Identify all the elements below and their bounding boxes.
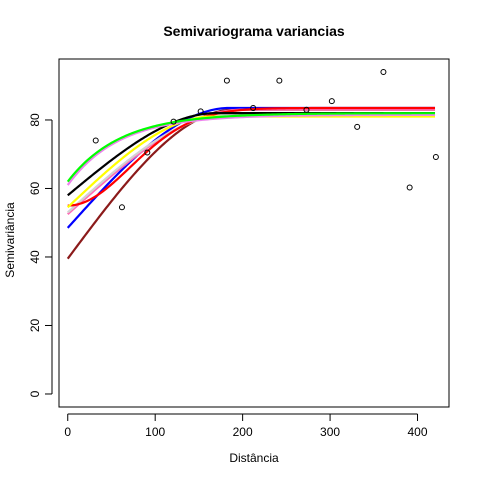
data-point-6 xyxy=(223,77,230,84)
plot-area: 0 100 200 300 400 0 20 40 60 80 xyxy=(28,58,450,439)
model-curve-1 xyxy=(66,108,436,260)
data-point-9 xyxy=(303,106,310,113)
model-curve-3 xyxy=(67,108,436,215)
data-point-14 xyxy=(432,153,439,160)
data-point-1 xyxy=(92,137,99,144)
data-point-8 xyxy=(276,77,283,84)
y-tick-label-40: 40 xyxy=(28,250,42,264)
model-curve-4 xyxy=(67,113,436,214)
x-tick-label-0: 0 xyxy=(64,425,71,439)
y-axis-label: Semivariância xyxy=(3,202,17,278)
model-curve-6 xyxy=(66,115,436,209)
y-tick-label-80: 80 xyxy=(28,113,42,127)
x-axis-label: Distância xyxy=(229,451,279,465)
data-point-4 xyxy=(170,118,177,125)
chart-title: Semivariograma variancias xyxy=(163,23,345,39)
y-tick-label-60: 60 xyxy=(28,181,42,195)
data-point-7 xyxy=(250,104,257,111)
x-tick-label-200: 200 xyxy=(233,425,253,439)
plot-frame xyxy=(58,58,450,408)
data-point-2 xyxy=(118,204,125,211)
data-point-13 xyxy=(406,184,413,191)
x-tick-label-100: 100 xyxy=(145,425,165,439)
data-point-5 xyxy=(197,108,204,115)
model-curve-9 xyxy=(66,112,436,183)
data-point-3 xyxy=(144,149,151,156)
model-curve-7 xyxy=(67,112,436,197)
data-point-11 xyxy=(354,123,361,130)
x-tick-label-400: 400 xyxy=(408,425,428,439)
data-point-12 xyxy=(380,69,387,76)
model-curve-8 xyxy=(66,113,436,186)
y-tick-label-20: 20 xyxy=(28,318,42,332)
x-tick-label-300: 300 xyxy=(320,425,340,439)
data-point-10 xyxy=(328,98,335,105)
y-tick-label-0: 0 xyxy=(28,390,42,397)
